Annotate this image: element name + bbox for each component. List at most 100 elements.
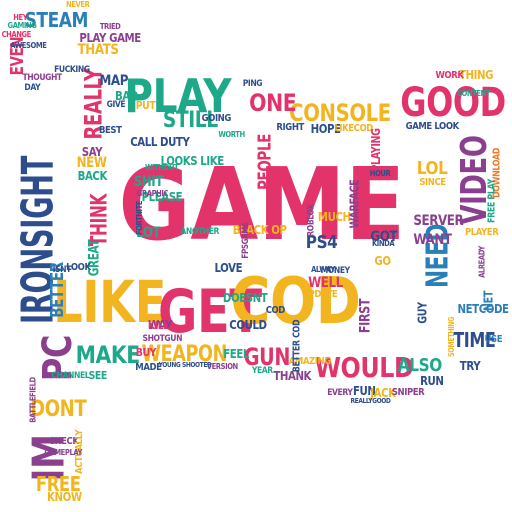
word: GOT	[370, 229, 398, 245]
word: REALLYGOOD	[350, 396, 390, 405]
word: AMAZING	[288, 356, 332, 367]
word: KNOW	[46, 490, 82, 504]
word: JACK	[370, 386, 396, 400]
word: LIKE	[53, 268, 167, 336]
word: PLAY GAME	[79, 31, 141, 45]
word: STEAM	[24, 8, 88, 32]
word: LOOK	[65, 262, 91, 273]
word: USE	[484, 334, 502, 345]
word: THING	[458, 68, 494, 82]
word: LOVE	[214, 261, 242, 275]
word: LIKECOD	[334, 123, 374, 134]
word: CALL DUTY	[130, 135, 190, 149]
word: WEAPON	[141, 342, 227, 367]
word: RUN	[420, 374, 444, 388]
word: WELL	[307, 275, 343, 291]
word: MUCH	[317, 210, 351, 224]
word: PLAY	[124, 69, 232, 123]
word: DONT	[29, 397, 87, 422]
word: NEW	[77, 155, 107, 171]
word: PLAYER	[465, 227, 499, 238]
word: BATTLEFIELD	[28, 377, 38, 423]
word: ONE	[249, 89, 297, 117]
word: ROBLOX	[306, 203, 317, 237]
word: THINK	[86, 193, 112, 247]
word: KILL	[147, 318, 169, 332]
word: WAY	[148, 318, 172, 332]
word: BLACK OP	[233, 223, 287, 237]
word: UPDATE	[302, 289, 338, 300]
word: THANK	[273, 369, 311, 383]
word: GAMING	[7, 21, 37, 30]
word: LOL	[416, 158, 448, 179]
word: SHIT	[133, 174, 163, 190]
word: PLEASE	[141, 190, 183, 204]
word: PEOPLE	[254, 133, 275, 191]
word: HOPE	[311, 122, 341, 136]
word: WOULD	[314, 351, 414, 384]
word: GO	[374, 254, 392, 268]
word: YEAR	[251, 365, 273, 376]
word: HOUR	[369, 169, 391, 178]
word: FEEL	[223, 347, 249, 361]
word: DAY	[24, 82, 40, 93]
word: BETTER COD	[291, 319, 303, 373]
word: SHOTGUN	[142, 333, 182, 344]
word: GAMEPLAY	[44, 448, 82, 457]
word: GAME LOOK	[405, 121, 459, 132]
word: ALWAY	[311, 265, 335, 274]
word: RIGHT	[276, 122, 304, 133]
word: PING	[242, 78, 262, 89]
word: SOMETHING	[446, 317, 456, 357]
word: PUT	[135, 98, 155, 112]
word: GIVE	[106, 99, 126, 110]
word: VERSION	[206, 362, 238, 371]
word: COD	[265, 305, 285, 316]
word: NEVER	[66, 0, 90, 9]
word: WORK	[434, 70, 464, 81]
word: CHANNEL	[51, 370, 89, 381]
word: CHECK	[49, 436, 79, 447]
word: NETCODE	[457, 302, 509, 316]
word: ISNT	[52, 264, 72, 275]
word: GUN	[243, 343, 291, 371]
word: YOUNG SHOOTER	[158, 360, 212, 369]
word: WARFACE	[347, 179, 361, 229]
word: COD	[229, 265, 361, 339]
word: LOT	[135, 225, 161, 241]
word: STILL	[162, 108, 218, 133]
word: FIRST	[357, 298, 373, 334]
word: BACK	[77, 169, 107, 183]
word: AWESOME	[9, 41, 47, 50]
word: LOOKS LIKE	[160, 154, 224, 168]
word: GET	[158, 277, 262, 347]
word: GUY	[414, 302, 429, 324]
word: BEST	[98, 125, 122, 136]
word: SINCE	[418, 177, 446, 188]
word: TRIED	[99, 22, 121, 31]
word: FREE	[35, 472, 81, 496]
word: SEE	[88, 368, 108, 382]
word: FPSGAME	[241, 221, 252, 259]
word: GOOD	[400, 80, 506, 126]
word: SNIPER	[391, 387, 425, 398]
word: WORTH	[218, 130, 246, 139]
word: EVERY	[327, 387, 353, 398]
word: HEY	[12, 13, 27, 22]
word: SERVER	[413, 213, 463, 229]
word: WITHOUT	[145, 163, 179, 172]
word: FREE PLAY	[486, 179, 497, 223]
word: GOING	[201, 113, 231, 124]
word: CONTENT	[456, 89, 490, 98]
word: GAME	[118, 146, 406, 263]
word: CONSOLE	[289, 99, 391, 127]
word: THOUGHT	[22, 72, 62, 83]
word: BUY	[135, 345, 157, 359]
word: TIME	[452, 328, 496, 352]
word: PLAYING	[368, 128, 383, 172]
word: MAKE	[75, 341, 141, 369]
word: ALREADY	[478, 246, 487, 278]
word: MAP	[99, 73, 129, 89]
word: DOESNT	[222, 291, 268, 305]
word: TRY	[459, 359, 481, 373]
